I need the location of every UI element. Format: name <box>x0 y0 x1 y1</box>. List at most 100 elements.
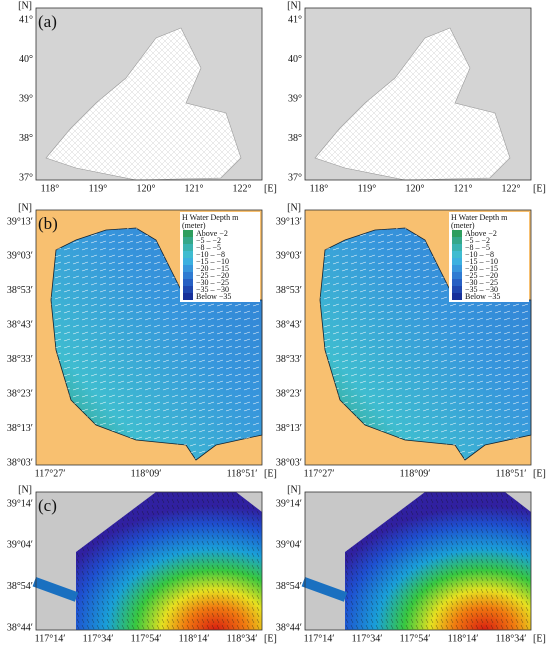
x-tick-label: 118°09′ <box>400 468 431 479</box>
frame <box>35 491 263 631</box>
y-tick-label: 38°54′ <box>276 581 302 592</box>
y-unit: [N] <box>18 484 32 495</box>
x-tick-label: 119° <box>358 183 377 194</box>
y-tick-label: 38°53′ <box>7 285 33 296</box>
y-tick-label: 39°04′ <box>276 540 302 551</box>
legend-swatch <box>452 286 462 293</box>
frame <box>35 7 263 181</box>
x-unit: [E] <box>533 183 546 194</box>
x-tick-label: 117°54′ <box>131 633 162 644</box>
legend-label: Below −35 <box>465 292 500 301</box>
x-unit: [E] <box>264 183 277 194</box>
y-tick-label: 40° <box>19 54 33 65</box>
x-tick-label: 117°14′ <box>35 633 66 644</box>
y-tick-label: 39°14′ <box>276 498 302 509</box>
legend-label: Below −35 <box>196 292 231 301</box>
y-tick-label: 39° <box>288 93 302 104</box>
legend-title: H Water Depth m <box>451 213 508 222</box>
x-tick-label: 120° <box>137 183 156 194</box>
channel <box>32 577 79 602</box>
legend-swatch <box>452 293 462 300</box>
y-tick-label: 38°44′ <box>276 622 302 633</box>
legend: H Water Depth m(meter)Above −2−5 – −2−8 … <box>449 212 529 302</box>
legend-box <box>449 212 529 302</box>
y-unit: [N] <box>287 484 301 495</box>
y-tick-label: 41° <box>288 14 302 25</box>
map-panel <box>304 209 532 466</box>
x-tick-label: 118° <box>41 183 60 194</box>
y-tick-label: 38°23′ <box>7 388 33 399</box>
frame <box>304 7 532 181</box>
panel-label: (b) <box>38 214 58 233</box>
y-tick-label: 38°54′ <box>7 581 33 592</box>
y-tick-label: 39°13′ <box>7 216 33 227</box>
x-tick-label: 122° <box>502 183 521 194</box>
legend-swatch <box>183 251 193 258</box>
legend-label: Above −2 <box>196 229 228 238</box>
legend-swatch <box>183 272 193 279</box>
legend-swatch <box>452 272 462 279</box>
legend-label: −25 – −20 <box>196 271 229 280</box>
legend-label: −30 – −25 <box>196 278 229 287</box>
x-unit: [E] <box>264 468 277 479</box>
legend-title: H Water Depth m <box>182 213 239 222</box>
x-tick-label: 118°14′ <box>448 633 479 644</box>
legend-label: −20 – −15 <box>465 264 498 273</box>
y-tick-label: 38°44′ <box>7 622 33 633</box>
y-tick-label: 39°13′ <box>276 216 302 227</box>
legend-subtitle: (meter) <box>182 221 206 230</box>
legend-swatch <box>452 244 462 251</box>
currents <box>345 492 531 630</box>
x-tick-label: 118° <box>310 183 329 194</box>
legend-swatch <box>183 258 193 265</box>
x-unit: [E] <box>533 468 546 479</box>
x-tick-label: 121° <box>185 183 204 194</box>
x-tick-label: 117°14′ <box>304 633 335 644</box>
x-tick-label: 119° <box>89 183 108 194</box>
y-tick-label: 39°03′ <box>7 251 33 262</box>
x-tick-label: 118°51′ <box>227 468 258 479</box>
y-tick-label: 41° <box>19 14 33 25</box>
x-tick-label: 120° <box>406 183 425 194</box>
frame <box>304 209 532 466</box>
currents <box>320 228 531 460</box>
x-tick-label: 117°34′ <box>352 633 383 644</box>
legend-label: −15 – −10 <box>465 257 498 266</box>
legend-label: Above −2 <box>465 229 497 238</box>
panel-label: (c) <box>38 496 57 515</box>
legend-label: −35 – −30 <box>196 285 229 294</box>
y-unit: [N] <box>287 202 301 213</box>
panel-label: (a) <box>38 12 57 31</box>
legend-swatch <box>183 279 193 286</box>
y-tick-label: 38°53′ <box>276 285 302 296</box>
x-tick-label: 117°27′ <box>304 468 335 479</box>
x-tick-label: 117°54′ <box>400 633 431 644</box>
y-tick-label: 38°13′ <box>7 423 33 434</box>
y-tick-label: 37° <box>288 172 302 183</box>
y-tick-label: 38°33′ <box>276 354 302 365</box>
legend: H Water Depth m(meter)Above −2−5 – −2−8 … <box>180 212 260 302</box>
y-tick-label: 38° <box>19 133 33 144</box>
legend-label: −10 – −8 <box>196 250 225 259</box>
legend-label: −20 – −15 <box>196 264 229 273</box>
currents <box>51 228 262 460</box>
y-tick-label: 37° <box>19 172 33 183</box>
y-tick-label: 39° <box>19 93 33 104</box>
legend-swatch <box>183 230 193 237</box>
mesh <box>46 28 241 180</box>
legend-swatch <box>183 265 193 272</box>
y-tick-label: 38°23′ <box>276 388 302 399</box>
x-tick-label: 117°34′ <box>83 633 114 644</box>
map-panel <box>35 7 263 181</box>
legend-label: −30 – −25 <box>465 278 498 287</box>
x-tick-label: 118°34′ <box>496 633 527 644</box>
legend-swatch <box>183 237 193 244</box>
y-tick-label: 38°33′ <box>7 354 33 365</box>
legend-swatch <box>452 265 462 272</box>
x-tick-label: 117°27′ <box>35 468 66 479</box>
legend-label: −8 – −5 <box>196 243 221 252</box>
legend-swatch <box>452 230 462 237</box>
legend-swatch <box>452 237 462 244</box>
legend-label: −15 – −10 <box>196 257 229 266</box>
legend-label: −25 – −20 <box>465 271 498 280</box>
